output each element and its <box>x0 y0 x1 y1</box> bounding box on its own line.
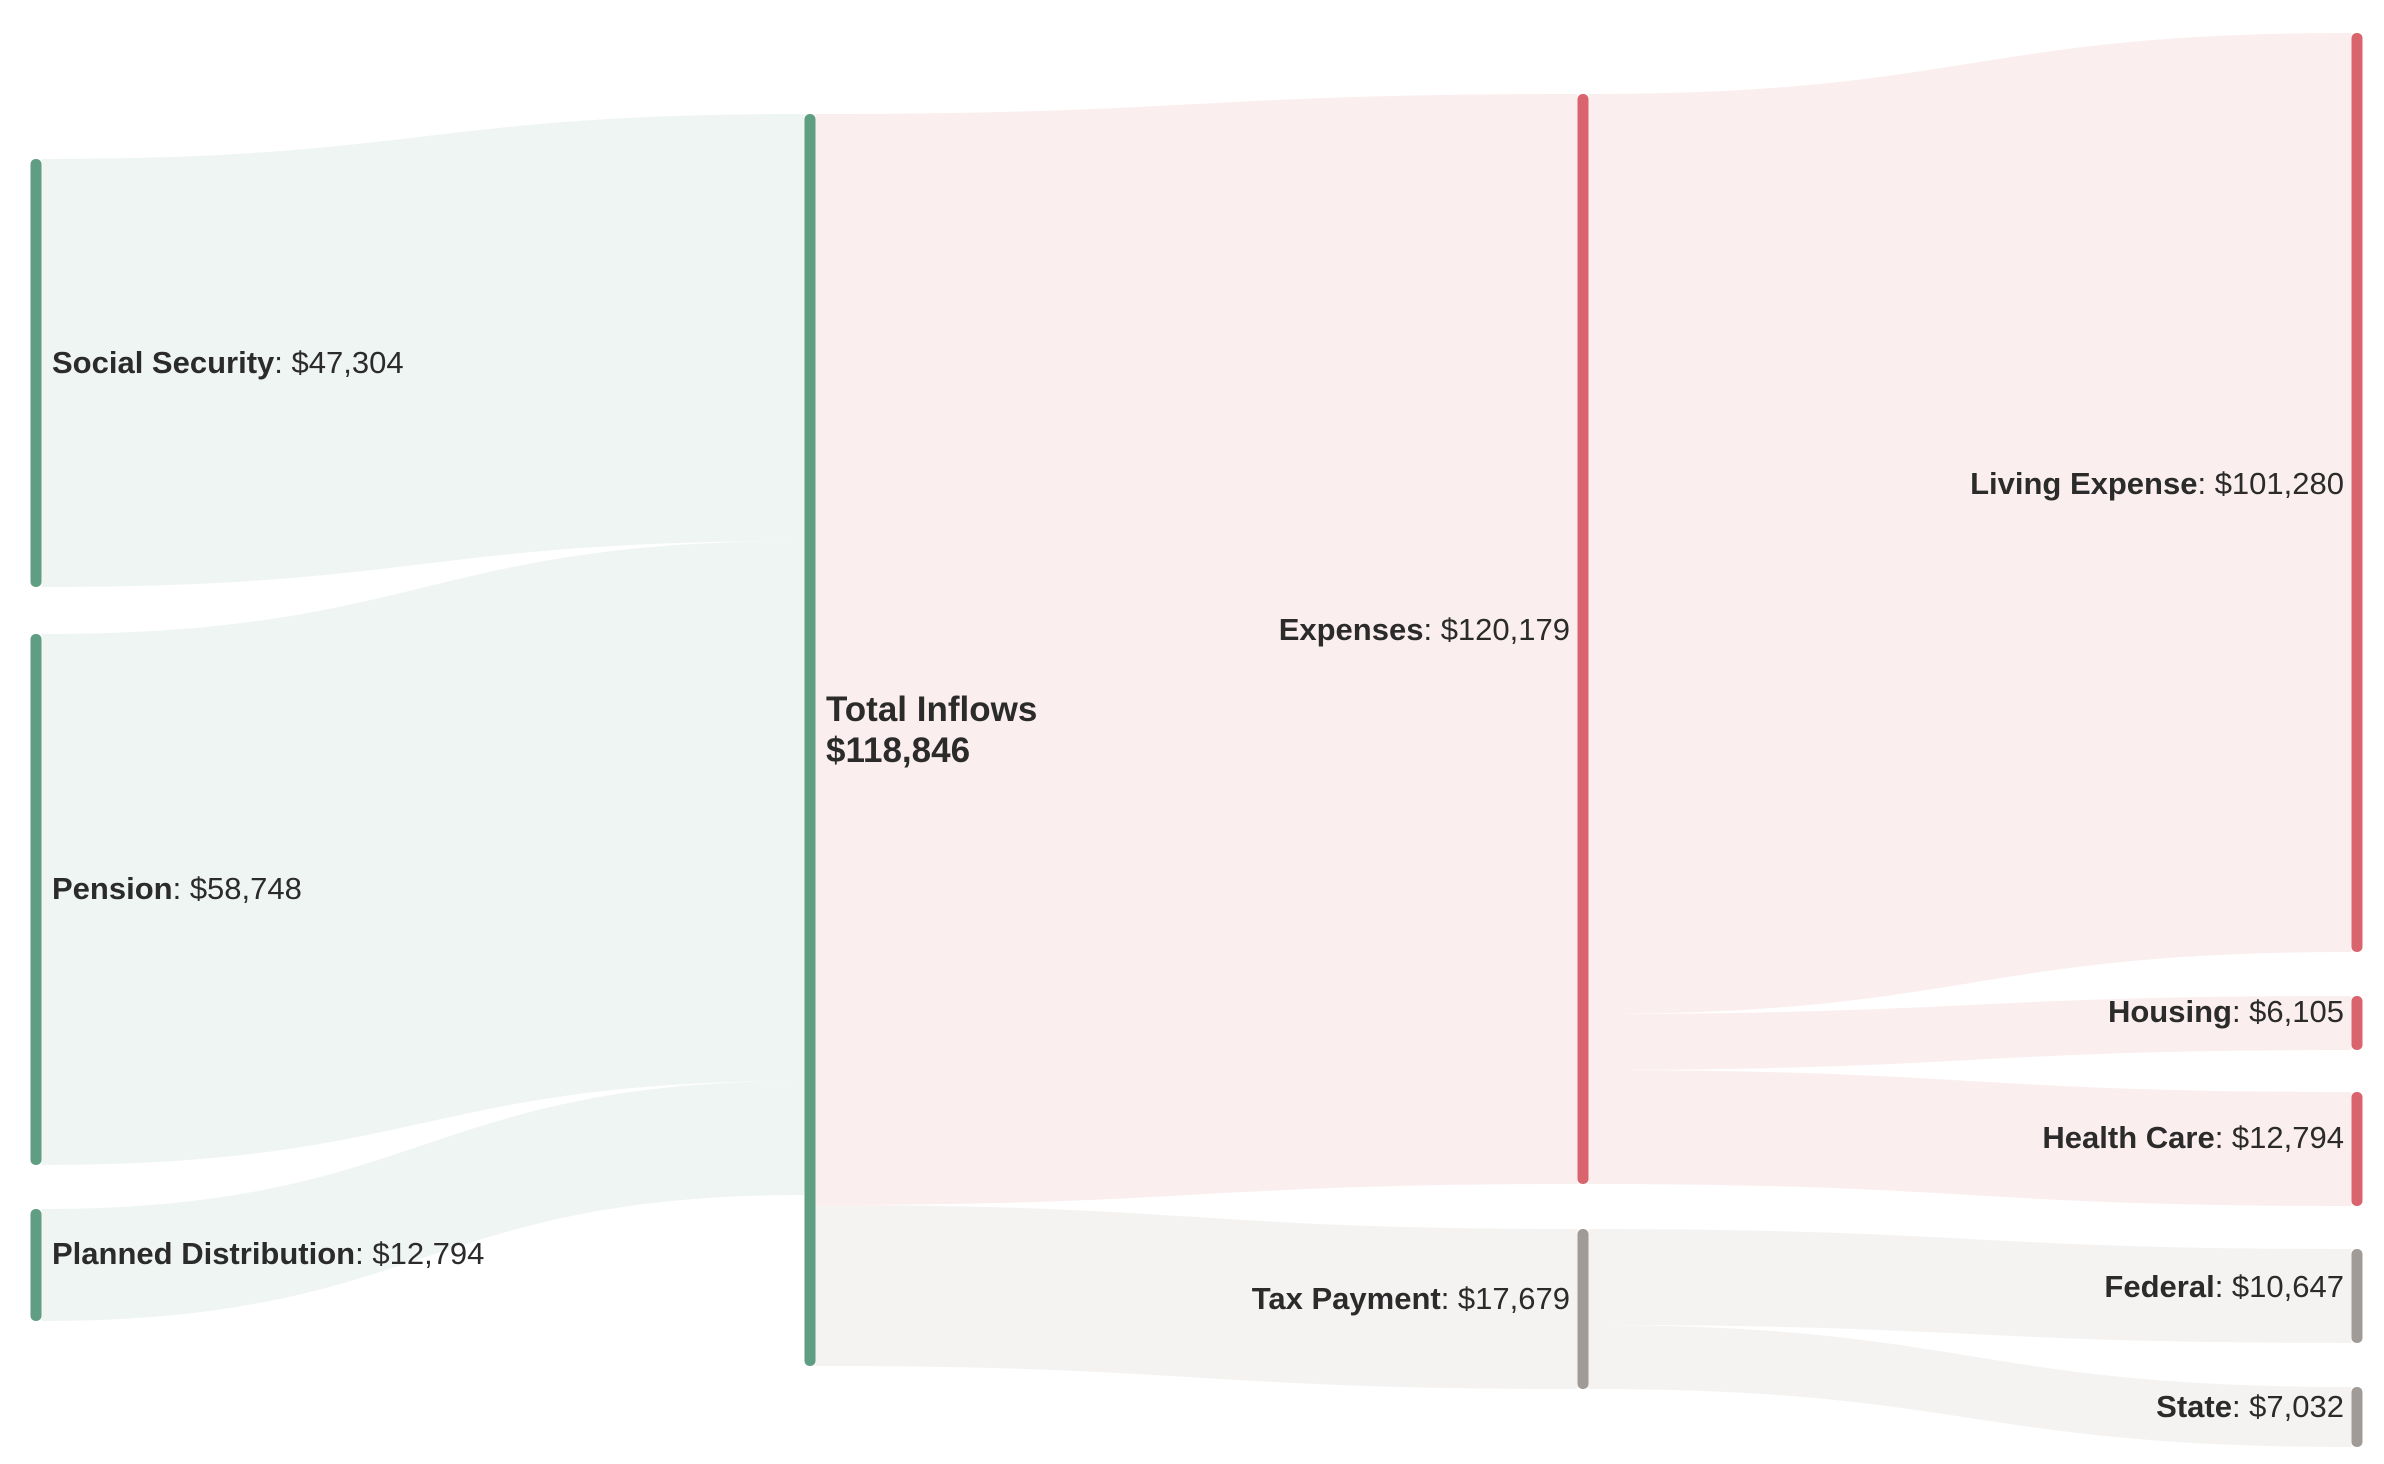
node-bar-pension <box>30 634 42 1165</box>
link-expenses-living <box>1588 33 2352 1014</box>
link-total-expenses <box>815 94 1578 1205</box>
link-pension-total <box>41 541 805 1165</box>
node-bar-total <box>804 114 816 1366</box>
labels-layer: Social Security: $47,304 Pension: $58,748… <box>52 345 2344 1424</box>
node-label-total-value: $118,846 <box>826 731 970 770</box>
node-bar-ss <box>30 159 42 587</box>
link-tax-federal <box>1588 1229 2352 1343</box>
link-tax-state <box>1588 1325 2352 1447</box>
node-label-tax: Tax Payment: $17,679 <box>1252 1281 1570 1316</box>
node-label-state: State: $7,032 <box>2156 1389 2344 1424</box>
link-planned-total <box>41 1081 805 1321</box>
node-label-total-name: Total Inflows <box>826 690 1037 729</box>
node-label-expenses: Expenses: $120,179 <box>1279 612 1570 647</box>
link-ss-total <box>41 114 805 587</box>
node-label-housing: Housing: $6,105 <box>2108 994 2344 1029</box>
node-bar-living <box>2351 33 2363 952</box>
node-label-planned: Planned Distribution: $12,794 <box>52 1236 484 1271</box>
links-layer <box>41 33 2352 1447</box>
node-bar-tax <box>1577 1229 1589 1389</box>
link-total-tax <box>815 1205 1578 1389</box>
node-label-federal: Federal: $10,647 <box>2104 1269 2344 1304</box>
link-expenses-housing <box>1588 996 2352 1070</box>
node-bar-federal <box>2351 1249 2363 1343</box>
link-expenses-health <box>1588 1070 2352 1206</box>
node-label-ss: Social Security: $47,304 <box>52 345 404 380</box>
node-bar-housing <box>2351 996 2363 1050</box>
node-label-pension: Pension: $58,748 <box>52 871 302 906</box>
node-bar-health <box>2351 1092 2363 1206</box>
node-label-living: Living Expense: $101,280 <box>1970 466 2344 501</box>
node-bar-expenses <box>1577 94 1589 1184</box>
node-bar-planned <box>30 1209 42 1321</box>
node-label-health: Health Care: $12,794 <box>2042 1120 2344 1155</box>
nodes-layer <box>30 33 2363 1447</box>
node-bar-state <box>2351 1387 2363 1447</box>
